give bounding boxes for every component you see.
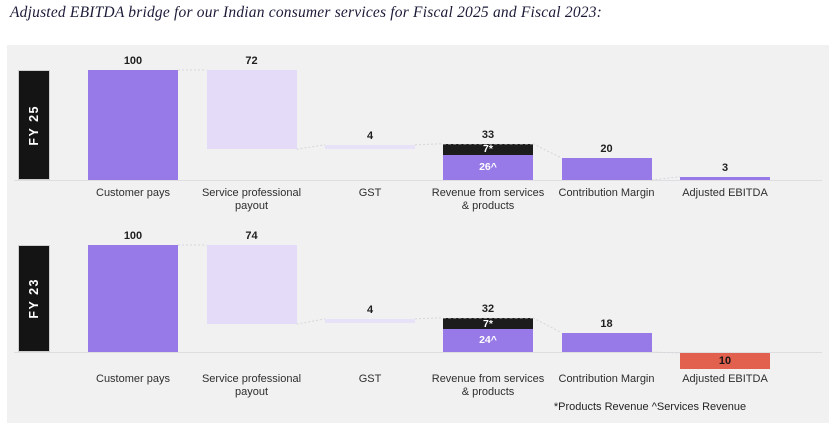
bar-fy-25-revenue-from-services-products-segment-products-revenue: 7* xyxy=(443,143,533,156)
category-label-line: payout xyxy=(234,199,269,212)
bar-fy-25-customer-pays xyxy=(88,70,178,180)
category-label-line: GST xyxy=(358,373,382,385)
bar-fy-25-gst-value: 4 xyxy=(366,129,374,142)
category-label-line: Adjusted EBITDA xyxy=(682,373,768,385)
bar-fy-23-contribution-margin xyxy=(561,332,652,352)
category-label-line: Customer pays xyxy=(96,187,170,199)
bar-fy-25-revenue-from-services-products-segment-services-revenue: 26^ xyxy=(443,154,533,180)
bar-fy-25-adjusted-ebitda-value: 3 xyxy=(721,161,729,174)
category-label-fy-25-service-professional-payout: Service professional payout xyxy=(162,187,342,212)
category-label-fy-23-service-professional-payout: Service professional payout xyxy=(162,373,342,398)
category-label-line: Revenue from services xyxy=(431,187,545,199)
category-label-line: Service professional xyxy=(201,187,302,199)
bar-fy-23-revenue-from-services-products-segment-products-revenue-value: 7* xyxy=(483,317,493,330)
category-label-line: Contribution Margin xyxy=(558,187,655,199)
category-label-line: GST xyxy=(358,187,382,199)
bar-fy-25-revenue-from-services-products-value: 33 xyxy=(481,128,495,141)
bar-fy-23-customer-pays xyxy=(88,245,178,352)
category-label-fy-23-adjusted-ebitda: Adjusted EBITDA xyxy=(635,373,815,386)
bar-fy-25-revenue-from-services-products-segment-services-revenue-value: 26^ xyxy=(479,161,497,174)
category-label-fy-25-customer-pays: Customer pays xyxy=(43,187,223,200)
fy-25-label-box: FY 25 xyxy=(18,70,50,180)
category-label-line: Revenue from services xyxy=(431,373,545,385)
category-label-fy-25-adjusted-ebitda: Adjusted EBITDA xyxy=(635,187,815,200)
bar-fy-25-revenue-from-services-products-segment-products-revenue-value: 7* xyxy=(483,143,493,156)
bar-fy-23-gst xyxy=(325,318,415,324)
fy-23-label-box: FY 23 xyxy=(18,245,50,352)
bar-fy-23-contribution-margin-value: 18 xyxy=(600,317,613,330)
category-label-line: & products xyxy=(461,199,515,212)
category-label-fy-23-contribution-margin: Contribution Margin xyxy=(517,373,697,386)
chart-footnote: *Products Revenue ^Services Revenue xyxy=(553,401,747,413)
bar-fy-23-revenue-from-services-products-segment-services-revenue: 24^ xyxy=(443,328,533,352)
bar-fy-25-contribution-margin-value: 20 xyxy=(600,143,613,155)
bar-fy-25-revenue-from-services-products: 7* 26^ xyxy=(443,143,533,180)
bar-fy-25-adjusted-ebitda xyxy=(680,176,770,180)
fy-23-label: FY 23 xyxy=(27,278,41,319)
fy-25-label: FY 25 xyxy=(27,104,41,146)
category-label-fy-25-contribution-margin: Contribution Margin xyxy=(517,187,697,200)
bar-fy-25-service-professional-payout xyxy=(206,70,297,150)
bar-fy-23-gst-value: 4 xyxy=(366,303,374,316)
bar-fy-25-service-professional-payout-value: 72 xyxy=(245,55,258,67)
bar-fy-25-customer-pays-value: 100 xyxy=(123,55,143,67)
category-label-line: & products xyxy=(461,385,515,398)
category-label-fy-23-revenue-from-services-products: Revenue from services & products xyxy=(398,373,578,398)
bar-fy-23-service-professional-payout-value: 74 xyxy=(245,230,258,242)
category-label-fy-23-customer-pays: Customer pays xyxy=(43,373,223,386)
bar-fy-23-revenue-from-services-products: 7* 24^ xyxy=(443,317,533,352)
category-label-fy-25-revenue-from-services-products: Revenue from services & products xyxy=(398,187,578,212)
bar-fy-23-service-professional-payout xyxy=(206,245,297,325)
bar-fy-23-revenue-from-services-products-segment-services-revenue-value: 24^ xyxy=(479,334,497,347)
bar-fy-23-adjusted-ebitda-value: 10 xyxy=(718,355,732,367)
bar-fy-23-revenue-from-services-products-value: 32 xyxy=(481,302,495,315)
bar-fy-23-customer-pays-value: 100 xyxy=(123,230,143,242)
category-label-fy-23-gst: GST xyxy=(280,373,460,386)
category-label-line: Customer pays xyxy=(96,373,170,385)
bar-fy-23-adjusted-ebitda: 10 xyxy=(680,353,770,369)
bar-fy-25-gst xyxy=(325,144,415,150)
category-label-line: payout xyxy=(234,385,269,398)
page-title: Adjusted EBITDA bridge for our Indian co… xyxy=(10,4,603,21)
bar-fy-25-contribution-margin xyxy=(561,158,652,180)
category-label-line: Adjusted EBITDA xyxy=(682,187,768,199)
category-label-line: Service professional xyxy=(201,373,302,385)
category-label-fy-25-gst: GST xyxy=(280,187,460,200)
bar-fy-23-revenue-from-services-products-segment-products-revenue: 7* xyxy=(443,317,533,330)
category-label-line: Contribution Margin xyxy=(558,373,655,385)
